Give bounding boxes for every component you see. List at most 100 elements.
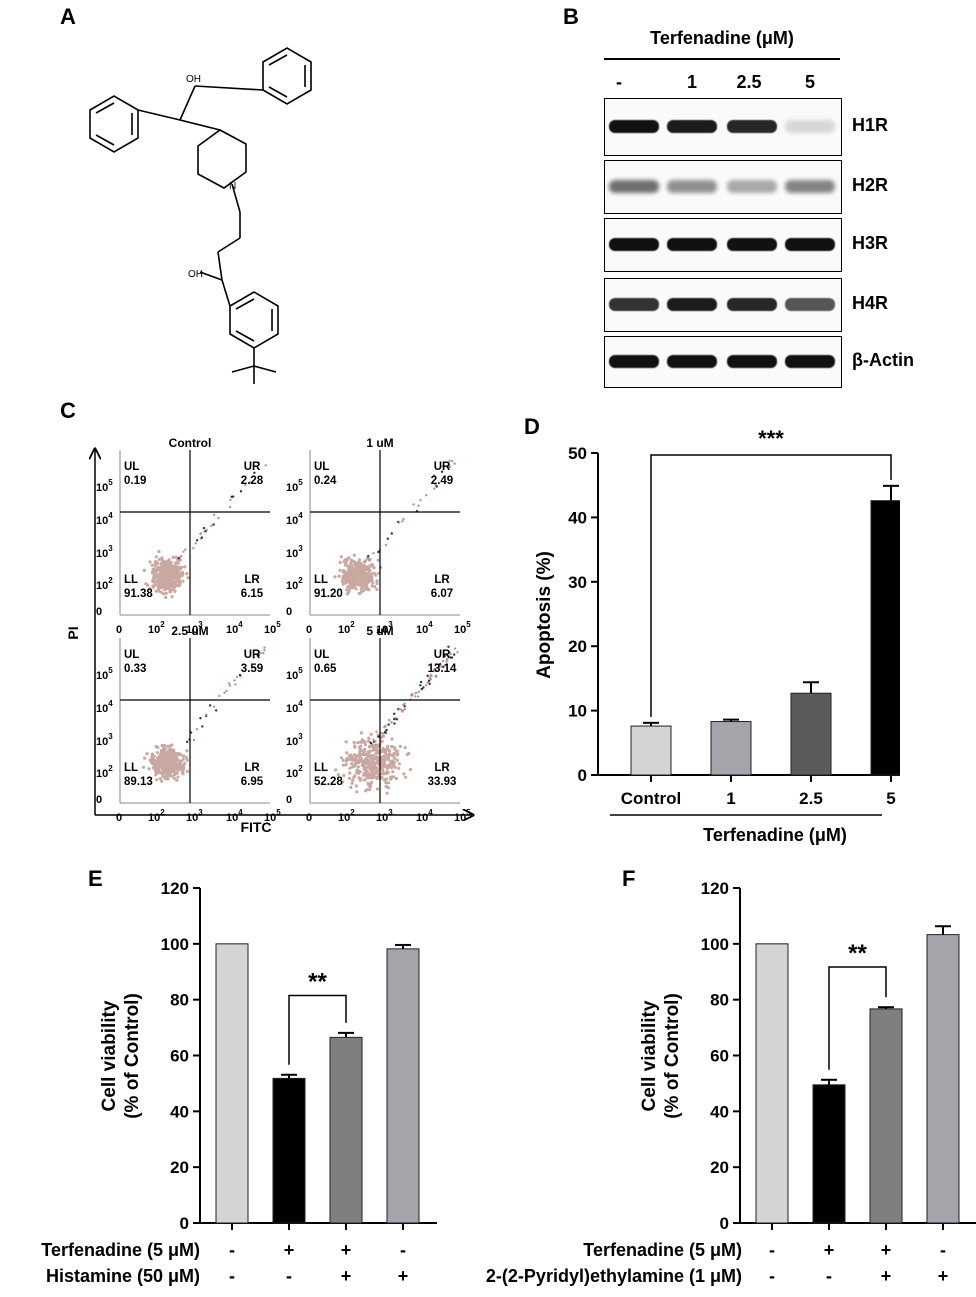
blot-row	[604, 336, 842, 388]
blot-band	[727, 238, 777, 251]
cell-dot	[419, 499, 422, 502]
cell-dot	[347, 564, 351, 569]
significance-label: ***	[758, 426, 784, 451]
cell-dot	[381, 734, 386, 738]
x-tick-label: Control	[621, 789, 681, 808]
flow-plot-title: 2.5 uM	[171, 624, 208, 638]
cell-dot	[349, 753, 353, 757]
cell-dot	[402, 517, 405, 521]
quadrant-label: UL	[124, 649, 139, 661]
y-axis-label-2: (% of Control)	[662, 993, 683, 1119]
nitrogen-label: N	[229, 181, 236, 192]
quadrant-label: LR	[434, 574, 450, 586]
cell-dot	[156, 762, 160, 766]
panel-label-b: B	[563, 4, 579, 29]
cell-dot	[417, 690, 421, 693]
cell-dot	[167, 576, 171, 580]
cell-dot	[375, 581, 379, 586]
cell-dot	[171, 580, 175, 584]
cell-dot	[336, 773, 340, 777]
x-tick-label: 104	[416, 808, 433, 824]
cell-dot	[252, 656, 256, 659]
bar	[790, 692, 832, 776]
quadrant-label: LR	[244, 762, 260, 774]
cell-dot	[403, 705, 406, 708]
cell-dot	[173, 589, 177, 593]
cell-dot	[374, 573, 378, 577]
y-tick-label: 105	[96, 666, 113, 682]
cell-dot	[157, 589, 161, 593]
cell-dot	[177, 762, 181, 766]
cell-dot	[353, 758, 357, 762]
cell-dot	[392, 764, 396, 768]
cell-dot	[430, 674, 433, 678]
cell-dot	[142, 568, 146, 572]
cell-dot	[380, 766, 384, 770]
cell-dot	[384, 543, 388, 547]
cell-dot	[395, 753, 399, 757]
cell-dot	[262, 652, 265, 655]
cell-dot	[167, 774, 171, 778]
cell-dot	[385, 753, 389, 757]
cell-dot	[177, 557, 180, 560]
cell-dot	[225, 689, 228, 693]
quadrant-value: 89.13	[124, 776, 153, 788]
cell-dot	[185, 769, 189, 773]
cell-dot	[244, 483, 247, 487]
cell-dot	[159, 749, 163, 753]
cell-dot	[367, 555, 370, 558]
cell-dot	[192, 738, 196, 742]
cell-dot	[405, 752, 410, 757]
cell-dot	[370, 577, 374, 581]
cell-dot	[366, 776, 370, 780]
cell-dot	[208, 704, 212, 707]
cell-dot	[393, 722, 396, 725]
blot-row-label: H3R	[852, 233, 889, 253]
cell-dot	[348, 771, 352, 775]
cell-dot	[150, 761, 154, 765]
cell-dot	[217, 516, 220, 520]
cell-dot	[442, 665, 445, 668]
cell-dot	[393, 756, 397, 760]
cell-dot	[164, 762, 168, 766]
cell-dot	[155, 579, 159, 583]
cell-dot	[385, 728, 388, 732]
cell-dot	[155, 778, 159, 782]
x-tick-label: 102	[148, 808, 165, 824]
cell-dot	[428, 682, 431, 685]
cell-dot	[443, 654, 446, 658]
cell-dot	[373, 762, 377, 766]
cell-dot	[380, 736, 383, 739]
significance-label: **	[848, 940, 867, 967]
lane-label-2: 1	[686, 72, 697, 92]
pi-label: PI	[65, 626, 81, 639]
cell-dot	[175, 583, 179, 588]
y-axis-label: Apoptosis (%)	[534, 551, 555, 679]
cell-dot	[344, 581, 348, 585]
cell-dot	[365, 788, 369, 792]
cell-dot	[390, 737, 394, 741]
cell-dot	[434, 662, 438, 666]
y-tick-label: 80	[710, 991, 729, 1010]
cell-dot	[447, 464, 451, 468]
cell-dot	[141, 765, 146, 769]
blot-band	[785, 120, 835, 133]
cell-dot	[367, 736, 371, 740]
cell-dot	[357, 575, 361, 579]
cell-dot	[171, 555, 175, 560]
cell-dot	[424, 684, 428, 687]
cell-dot	[356, 741, 360, 745]
lane-label-1: -	[616, 72, 622, 92]
cell-dot	[339, 756, 344, 760]
cell-dot	[358, 748, 362, 752]
cell-dot	[420, 687, 423, 691]
cell-dot	[445, 660, 448, 663]
cell-dot	[264, 464, 267, 467]
significance-bracket	[650, 454, 892, 717]
cell-dot	[383, 758, 387, 762]
cell-dot	[403, 707, 406, 711]
cell-dot	[417, 504, 420, 507]
treatment-sign: -	[826, 1266, 832, 1286]
cell-dot	[350, 781, 354, 785]
cell-dot	[432, 668, 436, 671]
